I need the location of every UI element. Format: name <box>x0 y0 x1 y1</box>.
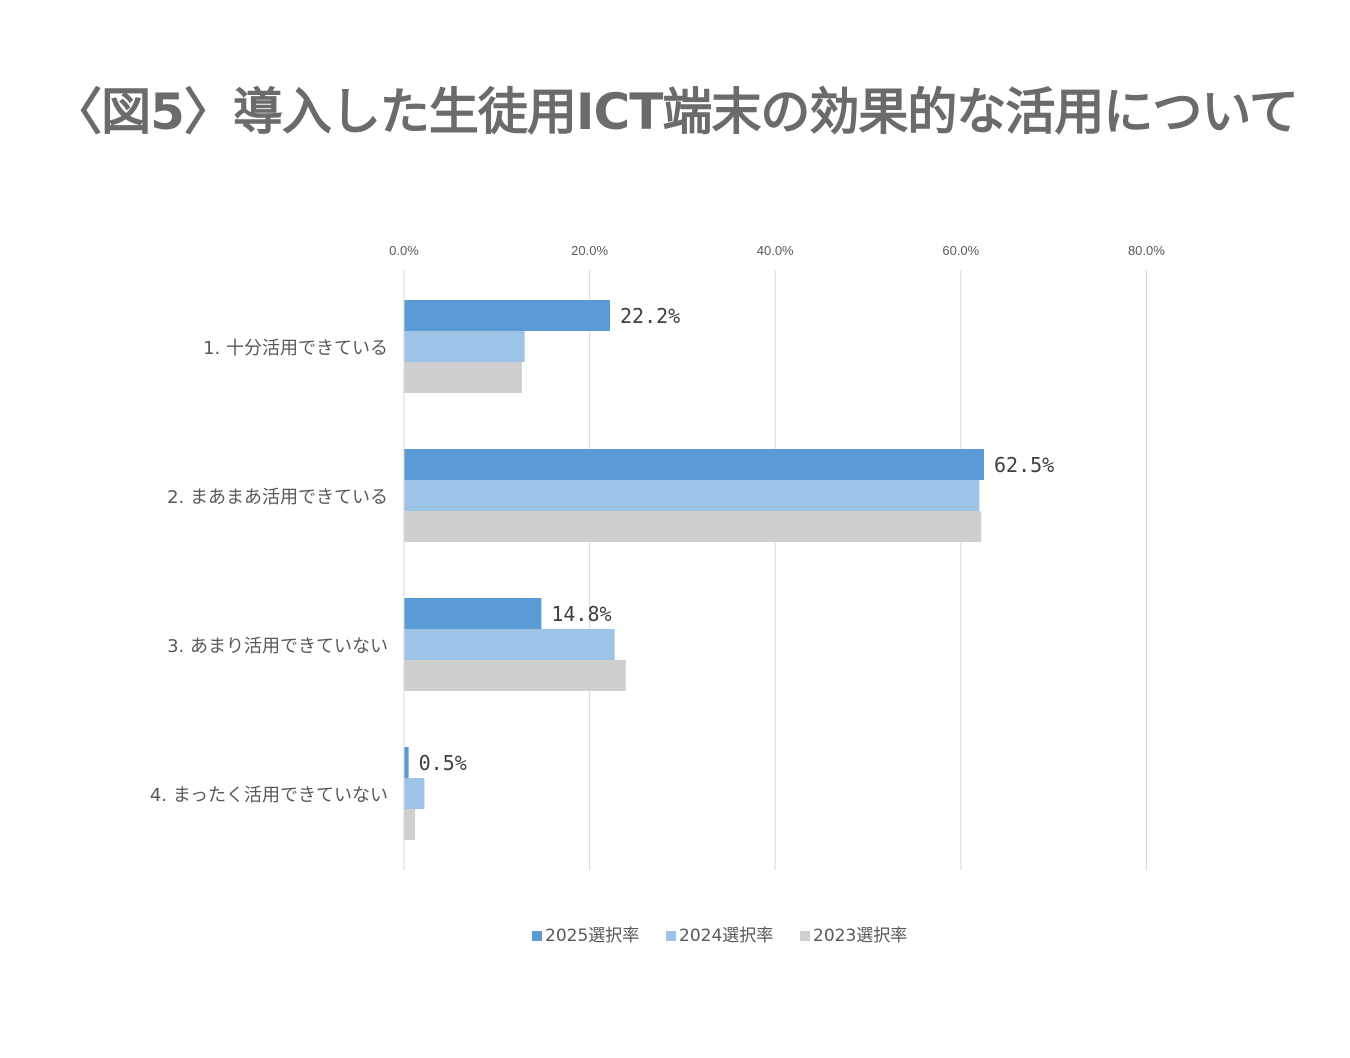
bar-2023選択率-1 <box>404 362 522 393</box>
data-label: 22.2% <box>620 304 680 328</box>
category-label: 2. まあまあ活用できている <box>167 487 388 508</box>
x-tick-label: 80.0% <box>1128 243 1165 258</box>
legend-entry: 2025選択率 <box>545 926 639 946</box>
legend-entry: 2023選択率 <box>813 926 907 946</box>
legend-swatch <box>666 931 676 941</box>
x-tick-label: 20.0% <box>571 243 608 258</box>
x-tick-label: 0.0% <box>389 243 419 258</box>
legend-swatch <box>800 931 810 941</box>
bar-2023選択率-2 <box>404 511 982 542</box>
bar-2023選択率-3 <box>404 660 626 691</box>
bar-2024選択率-2 <box>404 480 980 511</box>
data-label: 62.5% <box>994 453 1054 477</box>
legend-entry: 2024選択率 <box>679 926 773 946</box>
data-label: 0.5% <box>419 751 467 775</box>
legend-swatch <box>532 931 542 941</box>
category-label: 1. 十分活用できている <box>203 338 388 359</box>
category-label: 4. まったく活用できていない <box>150 785 388 806</box>
category-label: 3. あまり活用できていない <box>167 636 388 657</box>
bar-2025選択率-1 <box>404 300 611 331</box>
x-tick-label: 40.0% <box>757 243 794 258</box>
bar-2024選択率-3 <box>404 629 615 660</box>
bar-2025選択率-4 <box>404 747 409 778</box>
x-tick-label: 60.0% <box>942 243 979 258</box>
data-label: 14.8% <box>551 602 611 626</box>
bar-2025選択率-2 <box>404 449 984 480</box>
bar-2024選択率-4 <box>404 778 425 809</box>
bar-2024選択率-1 <box>404 331 525 362</box>
bar-2023選択率-4 <box>404 809 416 840</box>
chart-title: 〈図5〉導入した生徒用ICT端末の効果的な活用について <box>52 83 1299 141</box>
bar-2025選択率-3 <box>404 598 542 629</box>
